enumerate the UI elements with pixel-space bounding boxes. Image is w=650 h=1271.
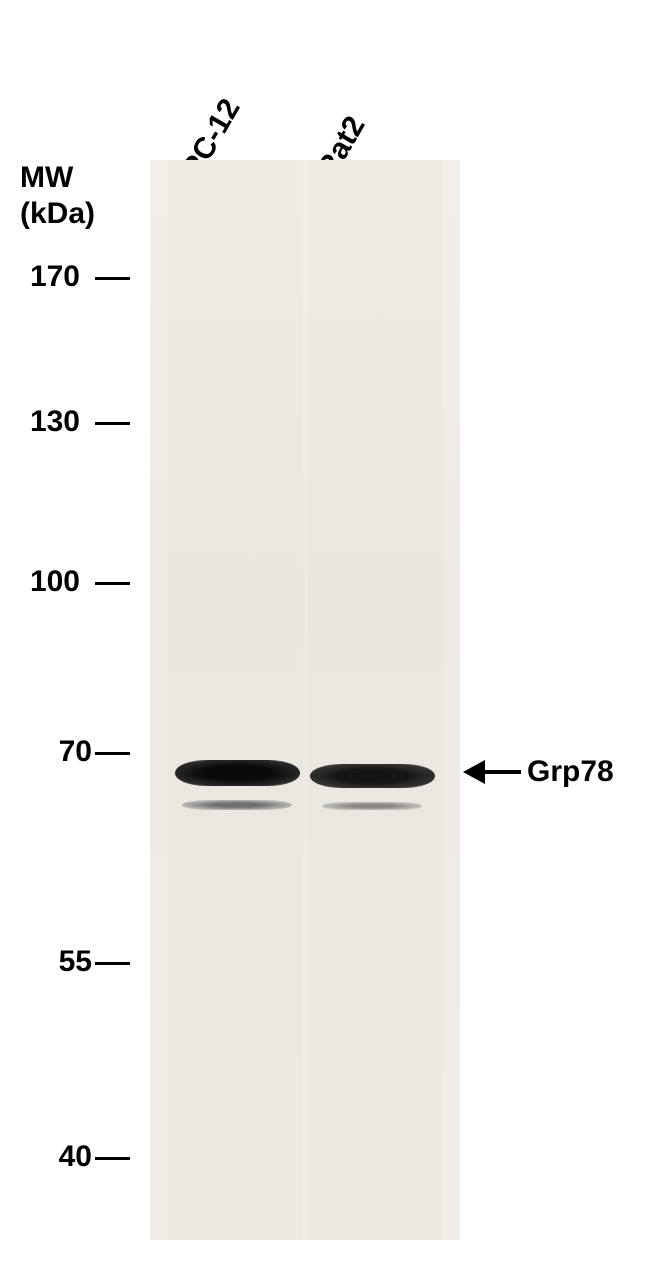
protein-annotation: Grp78 (463, 755, 614, 789)
blot-membrane (150, 160, 460, 1240)
marker-130: 130 (20, 405, 80, 439)
marker-55: 55 (32, 945, 92, 979)
band-lane1-main (310, 764, 435, 788)
marker-tick-170 (95, 277, 130, 280)
marker-tick-55 (95, 962, 130, 965)
protein-name: Grp78 (527, 755, 614, 789)
blot-figure: MW (kDa) PC-12 Rat2 170 130 100 70 55 40… (0, 0, 650, 1271)
lane-shade-0 (168, 160, 303, 1240)
mw-line1: MW (20, 160, 95, 196)
band-lane1-minor (322, 802, 422, 810)
marker-70: 70 (32, 735, 92, 769)
marker-40: 40 (32, 1140, 92, 1174)
marker-tick-40 (95, 1157, 130, 1160)
marker-tick-100 (95, 582, 130, 585)
marker-tick-130 (95, 422, 130, 425)
band-lane0-minor (182, 800, 292, 810)
marker-170: 170 (20, 260, 80, 294)
mw-line2: (kDa) (20, 196, 95, 232)
arrow-line (483, 770, 521, 774)
arrow-head (463, 760, 485, 784)
marker-100: 100 (20, 565, 80, 599)
band-lane0-main (175, 760, 300, 786)
arrow-icon (463, 760, 521, 784)
marker-tick-70 (95, 752, 130, 755)
mw-header: MW (kDa) (20, 160, 95, 232)
lane-shade-1 (308, 160, 443, 1240)
